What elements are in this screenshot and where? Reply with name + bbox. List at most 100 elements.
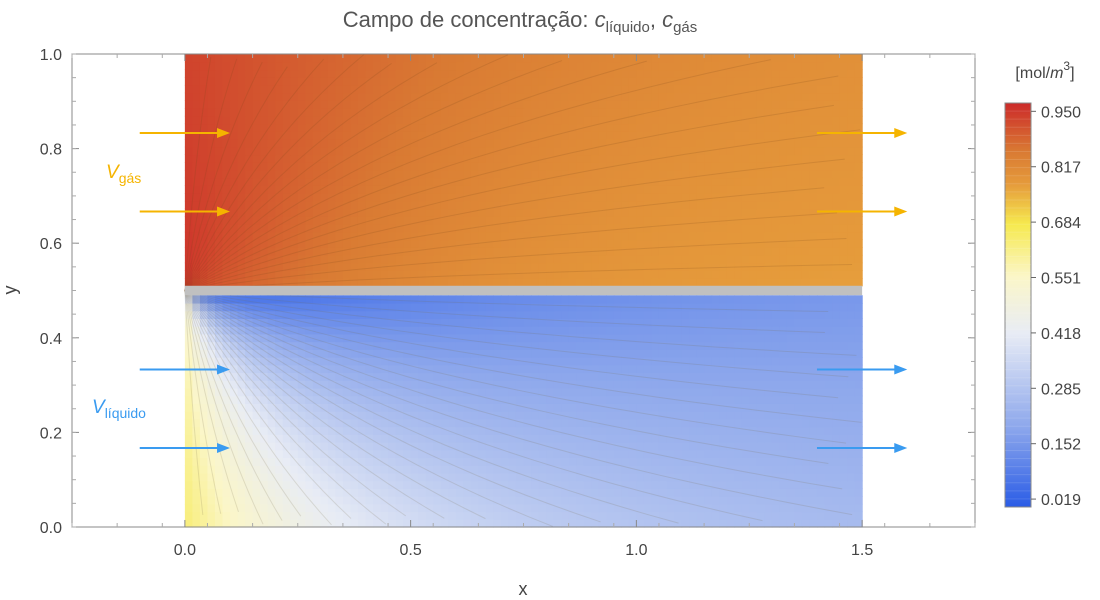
liquid-field-cell bbox=[809, 488, 818, 497]
gas-field-cell bbox=[719, 193, 728, 202]
gas-field-cell bbox=[515, 123, 525, 132]
gas-field-cell bbox=[418, 185, 427, 194]
gas-field-cell bbox=[726, 169, 735, 179]
liquid-field-cell bbox=[418, 349, 427, 358]
gas-field-cell bbox=[681, 247, 690, 256]
gas-field-cell bbox=[794, 231, 803, 241]
gas-field-cell bbox=[816, 169, 826, 179]
liquid-field-cell bbox=[478, 496, 487, 505]
gas-field-cell bbox=[636, 123, 645, 132]
gas-field-cell bbox=[342, 92, 352, 101]
gas-field-cell bbox=[403, 177, 412, 186]
liquid-field-cell bbox=[734, 418, 743, 428]
gas-field-cell bbox=[832, 123, 841, 132]
gas-field-cell bbox=[741, 138, 750, 148]
gas-field-cell bbox=[711, 115, 720, 125]
liquid-field-cell bbox=[297, 411, 306, 420]
liquid-field-cell bbox=[267, 426, 276, 435]
liquid-field-cell bbox=[576, 318, 585, 327]
liquid-field-cell bbox=[674, 380, 683, 389]
liquid-field-cell bbox=[726, 426, 735, 435]
gas-field-cell bbox=[538, 231, 547, 241]
liquid-field-cell bbox=[583, 472, 592, 482]
liquid-field-cell bbox=[342, 434, 352, 443]
gas-field-cell bbox=[696, 162, 705, 171]
liquid-field-cell bbox=[794, 503, 803, 513]
gas-field-cell bbox=[290, 278, 299, 287]
liquid-field-cell bbox=[726, 357, 735, 366]
gas-field-cell bbox=[786, 92, 795, 101]
liquid-field-cell bbox=[719, 511, 728, 520]
gas-field-cell bbox=[440, 115, 449, 125]
liquid-field-cell bbox=[756, 411, 765, 420]
gas-field-cell bbox=[628, 216, 637, 225]
liquid-field-cell bbox=[192, 310, 201, 320]
liquid-field-cell bbox=[576, 449, 585, 459]
gas-field-cell bbox=[749, 162, 758, 171]
gas-field-cell bbox=[658, 146, 668, 156]
liquid-field-cell bbox=[824, 395, 833, 404]
liquid-field-cell bbox=[711, 457, 720, 466]
gas-field-cell bbox=[282, 193, 291, 202]
gas-field-cell bbox=[674, 169, 683, 179]
liquid-field-cell bbox=[749, 488, 758, 497]
liquid-field-cell bbox=[365, 349, 374, 358]
liquid-field-cell bbox=[440, 449, 449, 459]
gas-field-cell bbox=[433, 208, 442, 217]
liquid-field-cell bbox=[613, 403, 622, 412]
gas-field-cell bbox=[433, 278, 442, 287]
gas-field-cell bbox=[839, 216, 848, 225]
gas-field-cell bbox=[207, 169, 216, 179]
liquid-field-cell bbox=[553, 449, 562, 459]
gas-field-cell bbox=[606, 169, 615, 179]
liquid-field-cell bbox=[598, 380, 607, 389]
liquid-field-cell bbox=[598, 442, 607, 451]
liquid-field-cell bbox=[606, 380, 615, 389]
gas-field-cell bbox=[418, 169, 427, 179]
liquid-field-cell bbox=[214, 380, 224, 389]
liquid-field-cell bbox=[388, 457, 397, 466]
liquid-field-cell bbox=[418, 449, 427, 459]
liquid-field-cell bbox=[741, 403, 750, 412]
liquid-field-cell bbox=[531, 318, 540, 327]
liquid-field-cell bbox=[749, 380, 758, 389]
gas-field-cell bbox=[335, 108, 344, 117]
gas-field-cell bbox=[749, 177, 758, 186]
liquid-field-cell bbox=[764, 295, 773, 304]
gas-field-cell bbox=[824, 239, 833, 248]
liquid-field-cell bbox=[410, 310, 419, 320]
liquid-field-cell bbox=[485, 357, 494, 366]
gas-field-cell bbox=[651, 177, 660, 186]
gas-field-cell bbox=[275, 262, 284, 271]
liquid-field-cell bbox=[425, 457, 434, 466]
gas-field-cell bbox=[230, 239, 239, 248]
liquid-field-cell bbox=[628, 472, 637, 482]
liquid-field-cell bbox=[395, 380, 404, 389]
gas-field-cell bbox=[222, 177, 231, 186]
gas-field-cell bbox=[448, 115, 457, 125]
gas-field-cell bbox=[463, 270, 472, 279]
liquid-field-cell bbox=[230, 364, 239, 374]
liquid-field-cell bbox=[508, 310, 517, 320]
liquid-field-cell bbox=[651, 411, 660, 420]
liquid-field-cell bbox=[440, 349, 449, 358]
gas-field-cell bbox=[365, 193, 374, 202]
liquid-field-cell bbox=[448, 333, 457, 343]
gas-field-cell bbox=[410, 138, 419, 148]
liquid-field-cell bbox=[500, 480, 510, 489]
gas-field-cell bbox=[297, 154, 306, 163]
gas-field-cell bbox=[342, 169, 352, 179]
liquid-field-cell bbox=[561, 302, 570, 312]
gas-field-cell bbox=[350, 239, 359, 248]
gas-field-cell bbox=[553, 115, 562, 125]
liquid-field-cell bbox=[726, 411, 735, 420]
gas-field-cell bbox=[373, 247, 382, 256]
liquid-field-cell bbox=[252, 372, 261, 381]
liquid-field-cell bbox=[320, 341, 329, 350]
liquid-field-cell bbox=[237, 318, 246, 327]
liquid-field-cell bbox=[493, 519, 502, 528]
liquid-field-cell bbox=[689, 496, 698, 505]
gas-field-cell bbox=[470, 200, 479, 210]
gas-field-cell bbox=[538, 169, 547, 179]
liquid-field-cell bbox=[237, 295, 246, 304]
